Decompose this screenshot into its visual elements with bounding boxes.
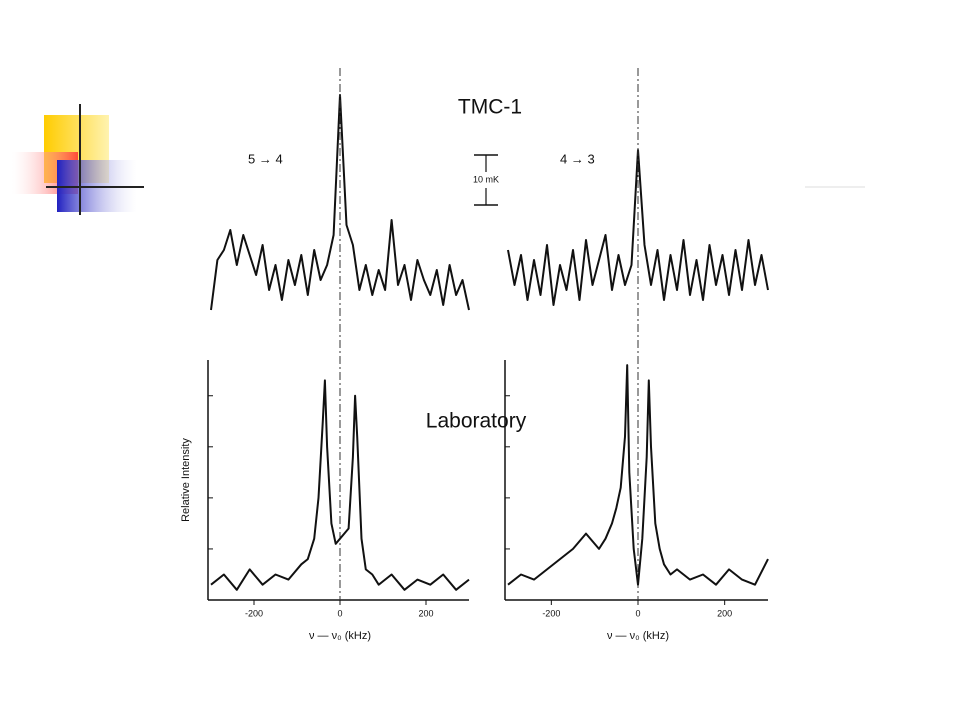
- scale-bar-label-bg: [468, 172, 504, 188]
- y-axis-label: Relative Intensity: [180, 438, 192, 522]
- spectrum-line: [507, 364, 769, 586]
- bottom-title: Laboratory: [426, 410, 527, 433]
- slide-decoration: [12, 104, 865, 215]
- x-tick-label: -200: [245, 608, 263, 618]
- spectrum-line: [210, 379, 470, 591]
- scale-bar-label: 10 mK: [473, 174, 499, 184]
- x-axis-label: ν — ν₀ (kHz): [607, 630, 669, 642]
- panel-title: 5 → 4: [248, 151, 283, 166]
- x-tick-label: 200: [418, 608, 433, 618]
- x-tick-label: 0: [635, 608, 640, 618]
- x-tick-label: 0: [337, 608, 342, 618]
- panel-title: 4 → 3: [560, 151, 595, 166]
- top-title: TMC-1: [458, 96, 522, 119]
- x-axis-label: ν — ν₀ (kHz): [309, 630, 371, 642]
- x-tick-label: 200: [717, 608, 732, 618]
- x-tick-label: -200: [542, 608, 560, 618]
